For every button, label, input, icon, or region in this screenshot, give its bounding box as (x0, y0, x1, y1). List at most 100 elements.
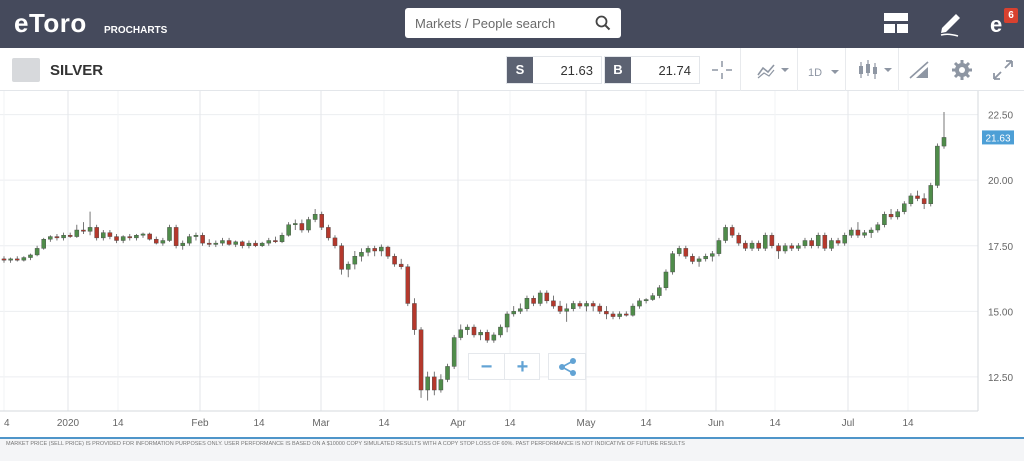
candlestick (319, 211, 324, 231)
candle-body (703, 256, 708, 260)
candlestick (763, 232, 768, 251)
candlestick (299, 219, 305, 233)
fullscreen-expand-icon[interactable] (990, 57, 1016, 83)
candlestick (888, 209, 894, 220)
candle-body (286, 224, 291, 236)
settings-gear-icon[interactable] (949, 57, 975, 83)
candlestick (1, 256, 7, 263)
candle-body (630, 305, 636, 316)
candlestick (81, 222, 86, 234)
candlestick (107, 230, 113, 240)
candlestick (134, 233, 139, 241)
x-tick-label: May (577, 418, 596, 429)
candle-body (273, 240, 278, 243)
candle-body (690, 256, 695, 262)
x-tick-label: 2020 (57, 418, 80, 429)
candle-body (902, 203, 907, 212)
candlestick (67, 232, 73, 238)
candlestick (676, 245, 682, 257)
candlestick (140, 232, 146, 238)
candlestick (279, 232, 285, 244)
candle-body (213, 242, 219, 245)
candlestick (723, 224, 728, 244)
buy-price-button[interactable]: B 21.74 (604, 56, 700, 84)
candle-body (34, 248, 40, 256)
candlestick (345, 261, 351, 278)
candle-body (134, 235, 139, 239)
candle-body (915, 195, 920, 199)
candle-body (319, 214, 324, 228)
candle-body (676, 248, 682, 254)
candle-body (345, 263, 351, 270)
candlestick (604, 306, 609, 320)
candlestick (87, 211, 93, 236)
candlestick (365, 245, 371, 257)
candlestick (312, 209, 318, 223)
zoom-out-button[interactable]: − (480, 356, 493, 378)
candlestick (114, 233, 119, 244)
sell-label: S (507, 57, 533, 83)
search-box[interactable] (405, 8, 621, 38)
candle-body (683, 248, 689, 257)
candlestick (293, 219, 298, 231)
x-tick-label: 14 (504, 418, 516, 429)
candlestick (511, 306, 516, 317)
candle-body (451, 337, 457, 367)
candle-body (385, 246, 391, 257)
candlestick (438, 374, 444, 393)
candlestick (882, 211, 887, 228)
candlestick (491, 332, 497, 343)
candlestick (147, 232, 152, 241)
zoom-in-button[interactable]: + (516, 356, 529, 378)
candlestick (246, 240, 252, 249)
share-button[interactable] (548, 353, 586, 380)
price-chart[interactable]: 22.50 20.00 17.50 15.00 12.50 4 2020 14 Feb 14 Mar… (0, 91, 1024, 435)
search-icon[interactable] (595, 15, 611, 31)
candlestick (902, 201, 907, 215)
candlestick (432, 371, 437, 396)
y-tick-label: 17.50 (988, 242, 1013, 253)
candle-body (710, 253, 715, 257)
candlestick (484, 329, 490, 343)
drawing-tools-icon[interactable] (906, 57, 934, 83)
candle-body (372, 248, 377, 252)
candlestick (769, 232, 775, 249)
candle-body (94, 227, 99, 239)
logo-subtitle: PROCHARTS (104, 25, 168, 36)
candlestick (849, 227, 854, 238)
crosshair-icon[interactable] (708, 57, 736, 83)
candlestick (670, 251, 675, 275)
sell-price-button[interactable]: S 21.63 (506, 56, 602, 84)
candle-body (590, 303, 596, 307)
candlestick (756, 240, 761, 251)
candle-body (524, 298, 530, 309)
candle-body (498, 326, 503, 336)
candle-body (650, 295, 655, 300)
y-tick-label: 20.00 (988, 176, 1013, 187)
candlestick (630, 303, 636, 317)
candle-body (842, 235, 847, 244)
candlestick (120, 235, 126, 244)
candlestick (544, 290, 550, 304)
timeframe-selector[interactable]: 1D (808, 63, 840, 89)
candle-body (127, 236, 133, 239)
candle-body (438, 379, 444, 391)
candle-body (782, 245, 788, 252)
zoom-controls: − + (468, 353, 540, 380)
instrument-name[interactable]: SILVER (50, 62, 104, 79)
timeframe-label: 1D (808, 67, 823, 79)
layout-icon[interactable] (883, 12, 909, 34)
candlestick (405, 264, 411, 307)
etoro-logo[interactable]: eToro (14, 8, 87, 38)
candle-body (895, 211, 900, 218)
candlestick (326, 224, 331, 241)
indicators-icon[interactable] (755, 57, 791, 83)
candle-body (332, 237, 338, 246)
buy-label: B (605, 57, 631, 83)
candlestick (815, 232, 821, 249)
search-input[interactable] (415, 14, 585, 32)
etoro-notification-icon[interactable]: e (988, 10, 1014, 38)
candlestick-type-icon[interactable] (856, 57, 896, 83)
candle-body (41, 238, 46, 249)
edit-icon[interactable] (936, 8, 964, 38)
